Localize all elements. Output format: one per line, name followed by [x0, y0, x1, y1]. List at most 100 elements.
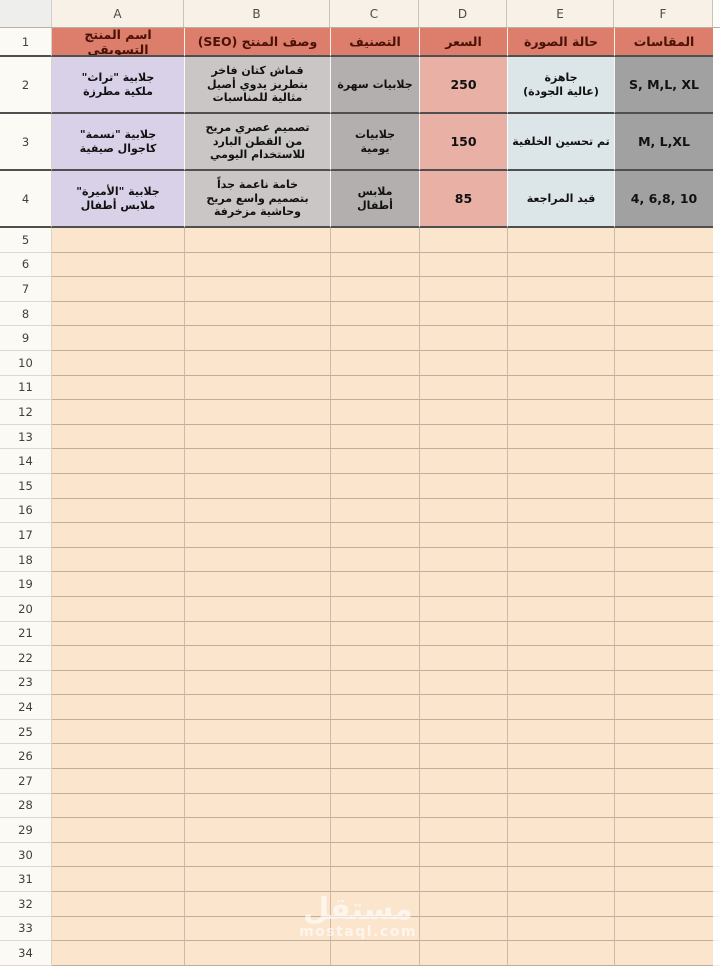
cell-A20[interactable]: [52, 596, 184, 622]
cell-B11[interactable]: [184, 375, 330, 401]
cell-B34[interactable]: [184, 941, 330, 966]
row-header-26[interactable]: 26: [0, 744, 52, 770]
cell-C13[interactable]: [330, 424, 419, 450]
cell-F34[interactable]: [614, 941, 713, 966]
cell-B12[interactable]: [184, 400, 330, 425]
cell-E27[interactable]: [507, 769, 614, 794]
cell-C20[interactable]: [330, 596, 419, 622]
cell-B9[interactable]: [184, 326, 330, 351]
cell-partial-24[interactable]: [713, 695, 720, 720]
cell-A33[interactable]: [52, 916, 184, 942]
cell-partial-22[interactable]: [713, 646, 720, 671]
row-header-1[interactable]: 1: [0, 28, 52, 57]
cell-partial-8[interactable]: [713, 301, 720, 327]
cell-A21[interactable]: [52, 621, 184, 647]
cell-E2[interactable]: جاهزة (عالية الجودة): [507, 57, 614, 114]
cell-partial-20[interactable]: [713, 596, 720, 622]
row-header-12[interactable]: 12: [0, 400, 52, 425]
cell-D31[interactable]: [419, 867, 507, 893]
cell-F15[interactable]: [614, 473, 713, 499]
cell-F32[interactable]: [614, 892, 713, 917]
row-header-27[interactable]: 27: [0, 769, 52, 794]
cell-A3[interactable]: جلابية "نسمة" كاجوال صيفية: [52, 114, 184, 171]
cell-partial-2[interactable]: [713, 57, 720, 114]
row-header-22[interactable]: 22: [0, 646, 52, 671]
cell-partial-34[interactable]: [713, 941, 720, 966]
cell-F16[interactable]: [614, 498, 713, 524]
cell-C10[interactable]: [330, 350, 419, 376]
cell-partial-9[interactable]: [713, 326, 720, 351]
cell-E32[interactable]: [507, 892, 614, 917]
cell-B7[interactable]: [184, 277, 330, 302]
cell-E8[interactable]: [507, 301, 614, 327]
cell-B24[interactable]: [184, 695, 330, 720]
cell-B31[interactable]: [184, 867, 330, 893]
cell-partial-31[interactable]: [713, 867, 720, 893]
column-header-a[interactable]: A: [52, 0, 184, 27]
cell-partial-23[interactable]: [713, 670, 720, 696]
cell-D17[interactable]: [419, 523, 507, 548]
cell-D3[interactable]: 150: [419, 114, 507, 171]
cell-partial-28[interactable]: [713, 793, 720, 819]
cell-B25[interactable]: [184, 719, 330, 745]
cell-B18[interactable]: [184, 547, 330, 573]
row-header-16[interactable]: 16: [0, 498, 52, 524]
cell-E9[interactable]: [507, 326, 614, 351]
cell-C1[interactable]: التصنيف: [330, 28, 419, 57]
cell-D22[interactable]: [419, 646, 507, 671]
cell-C33[interactable]: [330, 916, 419, 942]
cell-D33[interactable]: [419, 916, 507, 942]
cell-partial-3[interactable]: [713, 114, 720, 171]
cell-D25[interactable]: [419, 719, 507, 745]
cell-A16[interactable]: [52, 498, 184, 524]
cell-D10[interactable]: [419, 350, 507, 376]
cell-partial-1[interactable]: [713, 28, 720, 57]
cell-A31[interactable]: [52, 867, 184, 893]
cell-E21[interactable]: [507, 621, 614, 647]
cell-E31[interactable]: [507, 867, 614, 893]
cell-E4[interactable]: قيد المراجعة: [507, 171, 614, 228]
row-header-33[interactable]: 33: [0, 916, 52, 942]
cell-D29[interactable]: [419, 818, 507, 843]
cell-F7[interactable]: [614, 277, 713, 302]
cell-B2[interactable]: قماش كتان فاخر بتطريز يدوي أصيل مثالية ل…: [184, 57, 330, 114]
cell-C21[interactable]: [330, 621, 419, 647]
cell-F18[interactable]: [614, 547, 713, 573]
cell-F20[interactable]: [614, 596, 713, 622]
cell-D19[interactable]: [419, 572, 507, 597]
cell-F8[interactable]: [614, 301, 713, 327]
cell-E17[interactable]: [507, 523, 614, 548]
cell-B16[interactable]: [184, 498, 330, 524]
cell-partial-21[interactable]: [713, 621, 720, 647]
cell-F9[interactable]: [614, 326, 713, 351]
cell-E22[interactable]: [507, 646, 614, 671]
cell-C31[interactable]: [330, 867, 419, 893]
cell-D12[interactable]: [419, 400, 507, 425]
cell-E11[interactable]: [507, 375, 614, 401]
cell-partial-12[interactable]: [713, 400, 720, 425]
cell-F25[interactable]: [614, 719, 713, 745]
cell-F10[interactable]: [614, 350, 713, 376]
cell-C4[interactable]: ملابس أطفال: [330, 171, 419, 228]
cell-D26[interactable]: [419, 744, 507, 770]
cell-partial-4[interactable]: [713, 171, 720, 228]
cell-A17[interactable]: [52, 523, 184, 548]
cell-B13[interactable]: [184, 424, 330, 450]
row-header-6[interactable]: 6: [0, 252, 52, 278]
cell-E25[interactable]: [507, 719, 614, 745]
cell-E6[interactable]: [507, 252, 614, 278]
row-header-34[interactable]: 34: [0, 941, 52, 966]
cell-C24[interactable]: [330, 695, 419, 720]
cell-A2[interactable]: جلابية "تراث" ملكية مطرزة: [52, 57, 184, 114]
cell-F14[interactable]: [614, 449, 713, 474]
cell-C2[interactable]: جلابيات سهرة: [330, 57, 419, 114]
cell-A24[interactable]: [52, 695, 184, 720]
cell-D16[interactable]: [419, 498, 507, 524]
cell-C28[interactable]: [330, 793, 419, 819]
cell-A32[interactable]: [52, 892, 184, 917]
cell-C32[interactable]: [330, 892, 419, 917]
cell-C23[interactable]: [330, 670, 419, 696]
cell-B27[interactable]: [184, 769, 330, 794]
cell-F29[interactable]: [614, 818, 713, 843]
cell-D9[interactable]: [419, 326, 507, 351]
